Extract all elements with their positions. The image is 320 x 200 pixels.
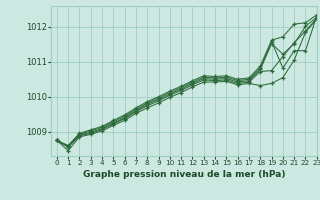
X-axis label: Graphe pression niveau de la mer (hPa): Graphe pression niveau de la mer (hPa) xyxy=(83,170,285,179)
